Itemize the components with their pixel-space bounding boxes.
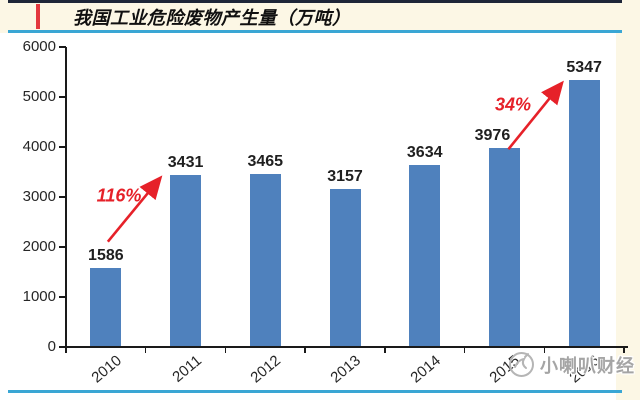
x-axis-label: 2013 (327, 352, 364, 387)
y-axis-label: 0 (47, 338, 56, 355)
bar (249, 173, 281, 346)
watermark: 小喇叭财经 (508, 351, 635, 378)
x-axis-label: 2011 (168, 352, 205, 386)
bar-value-label: 3976 (474, 127, 511, 145)
x-axis-tick (224, 346, 227, 353)
y-axis-label: 6000 (22, 38, 56, 55)
growth-percent-label: 34% (494, 94, 532, 115)
bar (409, 165, 441, 346)
x-axis-label: 2012 (247, 352, 285, 387)
x-axis-tick (543, 346, 546, 353)
y-axis-tick (59, 246, 66, 248)
title-accent-bar (36, 4, 40, 29)
y-axis-tick (59, 146, 66, 148)
x-axis-label: 2010 (88, 352, 125, 387)
header-top-border (8, 0, 622, 3)
x-axis-tick (623, 346, 625, 353)
y-axis-tick (59, 296, 66, 298)
right-margin-band (616, 0, 640, 400)
bar (488, 148, 520, 346)
x-axis-tick (304, 346, 306, 353)
y-axis-label: 4000 (22, 138, 56, 155)
header-underline (8, 30, 622, 33)
bar (329, 189, 361, 346)
bar-value-label: 3157 (327, 168, 363, 186)
x-axis-line (60, 346, 628, 348)
bar (170, 175, 202, 346)
x-axis-tick (65, 346, 67, 353)
trumpet-logo-icon (508, 351, 535, 378)
y-axis-label: 2000 (22, 238, 56, 255)
x-axis-tick (463, 346, 466, 353)
bar-value-label: 3465 (247, 152, 284, 170)
x-axis-tick (384, 346, 386, 353)
growth-percent-label: 116% (96, 185, 142, 206)
bottom-divider (8, 390, 622, 393)
chart-title: 我国工业危险废物产生量（万吨） (73, 8, 351, 29)
bar (90, 267, 122, 346)
x-axis-label: 2014 (407, 352, 444, 387)
y-axis-label: 3000 (22, 188, 56, 205)
y-axis-line (65, 47, 67, 348)
bar-value-label: 1586 (88, 246, 124, 264)
y-axis-label: 5000 (22, 88, 56, 105)
y-axis-tick (59, 96, 66, 98)
chart-header (0, 0, 640, 33)
bar-value-label: 3634 (406, 144, 443, 162)
watermark-text: 小喇叭财经 (540, 355, 635, 376)
y-axis-label: 1000 (22, 288, 56, 305)
bar (568, 79, 600, 346)
bar-value-label: 5347 (566, 58, 602, 76)
y-axis-tick (59, 46, 66, 48)
y-axis-tick (59, 196, 66, 198)
x-axis-tick (144, 346, 147, 353)
bar-value-label: 3431 (167, 154, 204, 172)
